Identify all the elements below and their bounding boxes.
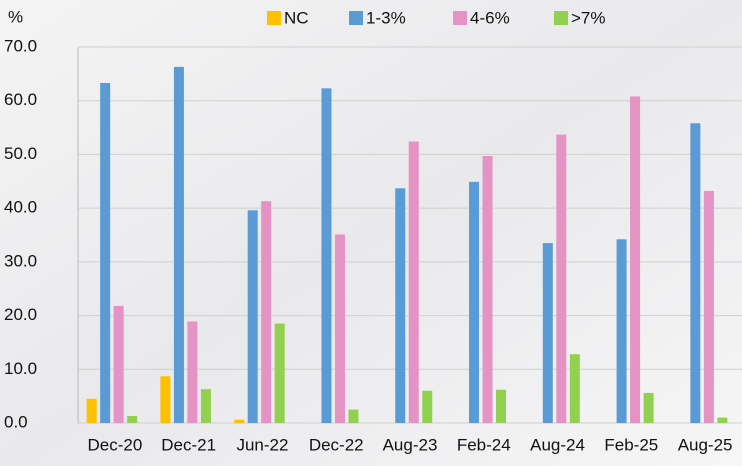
legend-label: 1-3% bbox=[366, 8, 406, 27]
bar bbox=[86, 398, 97, 423]
y-tick-label: 40.0 bbox=[4, 198, 37, 217]
bar bbox=[261, 201, 272, 423]
y-tick-label: 10.0 bbox=[4, 359, 37, 378]
bar bbox=[321, 88, 332, 424]
bar bbox=[690, 123, 701, 423]
legend-swatch bbox=[554, 11, 568, 25]
y-tick-label: 0.0 bbox=[4, 412, 28, 431]
bar bbox=[569, 354, 580, 423]
bar bbox=[717, 417, 728, 423]
x-tick-label: Dec-20 bbox=[87, 435, 142, 454]
bar bbox=[173, 66, 184, 424]
bar bbox=[703, 190, 714, 423]
x-tick-label: Feb-25 bbox=[604, 435, 658, 454]
bar bbox=[616, 239, 627, 423]
bar bbox=[274, 323, 285, 423]
bar bbox=[422, 390, 433, 423]
legend-label: >7% bbox=[571, 8, 606, 27]
bar bbox=[334, 234, 345, 423]
bar bbox=[496, 389, 507, 423]
y-tick-label: 20.0 bbox=[4, 305, 37, 324]
bar bbox=[234, 419, 245, 423]
x-tick-label: Aug-25 bbox=[678, 435, 733, 454]
bar bbox=[100, 82, 111, 423]
legend-swatch bbox=[349, 11, 363, 25]
legend-label: NC bbox=[284, 8, 309, 27]
bar bbox=[643, 392, 654, 423]
bar bbox=[408, 141, 419, 423]
bar bbox=[469, 181, 480, 423]
bar bbox=[127, 416, 138, 423]
bar bbox=[348, 409, 359, 423]
x-tick-label: Jun-22 bbox=[236, 435, 288, 454]
bar bbox=[630, 96, 641, 423]
y-tick-label: 50.0 bbox=[4, 144, 37, 163]
legend-swatch bbox=[267, 11, 281, 25]
bar bbox=[160, 376, 171, 423]
legend-swatch bbox=[453, 11, 467, 25]
x-tick-label: Aug-24 bbox=[530, 435, 585, 454]
y-axis-label: % bbox=[8, 7, 23, 26]
bar bbox=[187, 321, 198, 423]
bar bbox=[247, 210, 258, 423]
bar bbox=[200, 389, 211, 423]
y-tick-label: 60.0 bbox=[4, 90, 37, 109]
bar bbox=[556, 134, 567, 423]
bar bbox=[113, 305, 124, 423]
bar bbox=[395, 188, 406, 423]
y-tick-label: 30.0 bbox=[4, 251, 37, 270]
bar bbox=[482, 156, 493, 424]
legend-label: 4-6% bbox=[470, 8, 510, 27]
x-tick-label: Aug-23 bbox=[383, 435, 438, 454]
x-tick-label: Feb-24 bbox=[457, 435, 511, 454]
y-tick-label: 70.0 bbox=[4, 36, 37, 55]
bar bbox=[542, 243, 553, 423]
x-tick-label: Dec-21 bbox=[161, 435, 216, 454]
x-tick-label: Dec-22 bbox=[309, 435, 364, 454]
